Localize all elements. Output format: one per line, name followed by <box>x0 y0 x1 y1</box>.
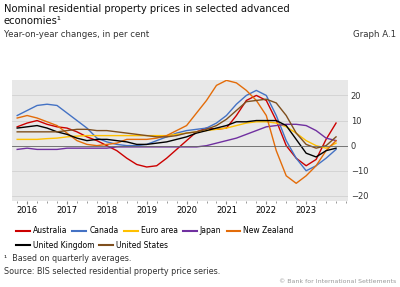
Text: economies¹: economies¹ <box>4 16 62 26</box>
Text: Nominal residential property prices in selected advanced: Nominal residential property prices in s… <box>4 4 290 14</box>
Text: ¹  Based on quarterly averages.: ¹ Based on quarterly averages. <box>4 254 131 263</box>
Text: Year-on-year changes, in per cent: Year-on-year changes, in per cent <box>4 30 149 39</box>
Text: © Bank for International Settlements: © Bank for International Settlements <box>279 279 396 284</box>
Text: Source: BIS selected residential property price series.: Source: BIS selected residential propert… <box>4 267 220 276</box>
Legend: United Kingdom, United States: United Kingdom, United States <box>16 241 168 250</box>
Text: Graph A.1: Graph A.1 <box>353 30 396 39</box>
